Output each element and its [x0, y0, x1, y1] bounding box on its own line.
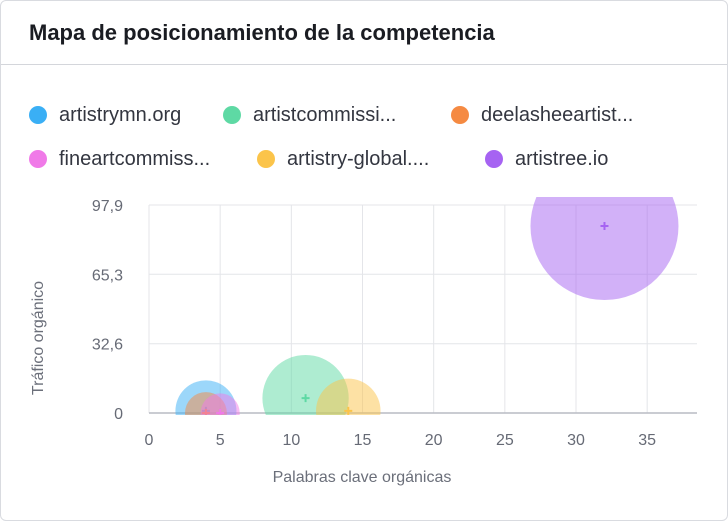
chart-legend: artistrymn.org artistcommissi... deelash… [29, 93, 709, 181]
bubble-center-marker [344, 406, 353, 415]
legend-item-fineartcommiss[interactable]: fineartcommiss... [29, 148, 257, 171]
chart-bubbles [175, 152, 679, 444]
legend-row-2: fineartcommiss... artistry-global.... ar… [29, 137, 709, 181]
legend-label: deelasheeartist... [481, 103, 634, 126]
bubble-circle [200, 393, 240, 415]
legend-item-artistree[interactable]: artistree.io [485, 148, 608, 171]
bubble-circle [316, 378, 381, 415]
card-header: Mapa de posicionamiento de la competenci… [1, 1, 727, 65]
bubble-center-marker [600, 222, 609, 231]
legend-item-artistrymn[interactable]: artistrymn.org [29, 104, 223, 127]
x-tick-label: 0 [145, 432, 154, 449]
legend-dot [485, 150, 503, 168]
legend-item-deelasheeartist[interactable]: deelasheeartist... [451, 104, 633, 127]
x-tick-label: 30 [567, 432, 585, 449]
legend-dot [451, 106, 469, 124]
chart-ticks: 0 5 10 15 20 25 30 35 0 32,6 65,3 97,9 [92, 198, 656, 449]
x-tick-label: 20 [425, 432, 443, 449]
legend-item-artistcommissi[interactable]: artistcommissi... [223, 104, 451, 127]
legend-label: artistcommissi... [253, 103, 397, 126]
y-tick-label: 97,9 [92, 198, 123, 215]
legend-label: artistree.io [515, 147, 609, 170]
x-tick-label: 25 [496, 432, 514, 449]
bubble-center-marker [301, 394, 310, 403]
legend-label: artistrymn.org [59, 103, 182, 126]
legend-row-1: artistrymn.org artistcommissi... deelash… [29, 93, 709, 137]
bubble-artistry-global[interactable] [316, 378, 381, 444]
legend-dot [29, 106, 47, 124]
legend-item-artistry-global[interactable]: artistry-global.... [257, 148, 485, 171]
y-tick-label: 0 [114, 406, 123, 423]
x-tick-label: 15 [354, 432, 372, 449]
y-tick-label: 32,6 [92, 337, 123, 354]
legend-dot [29, 150, 47, 168]
x-tick-label: 5 [216, 432, 225, 449]
y-tick-label: 65,3 [92, 267, 123, 284]
legend-label: fineartcommiss... [59, 147, 211, 170]
legend-label: artistry-global.... [287, 147, 430, 170]
x-axis-title: Palabras clave orgánicas [273, 469, 452, 486]
y-axis-title: Tráfico orgánico [30, 281, 47, 395]
bubble-fineartcommiss[interactable] [200, 393, 240, 432]
x-tick-label: 10 [282, 432, 300, 449]
legend-dot [257, 150, 275, 168]
bubble-circle [530, 197, 679, 301]
x-tick-label: 35 [638, 432, 656, 449]
legend-dot [223, 106, 241, 124]
bubble-center-marker [216, 409, 225, 415]
bubble-artistree-io[interactable] [530, 152, 679, 301]
card-title: Mapa de posicionamiento de la competenci… [29, 19, 495, 45]
